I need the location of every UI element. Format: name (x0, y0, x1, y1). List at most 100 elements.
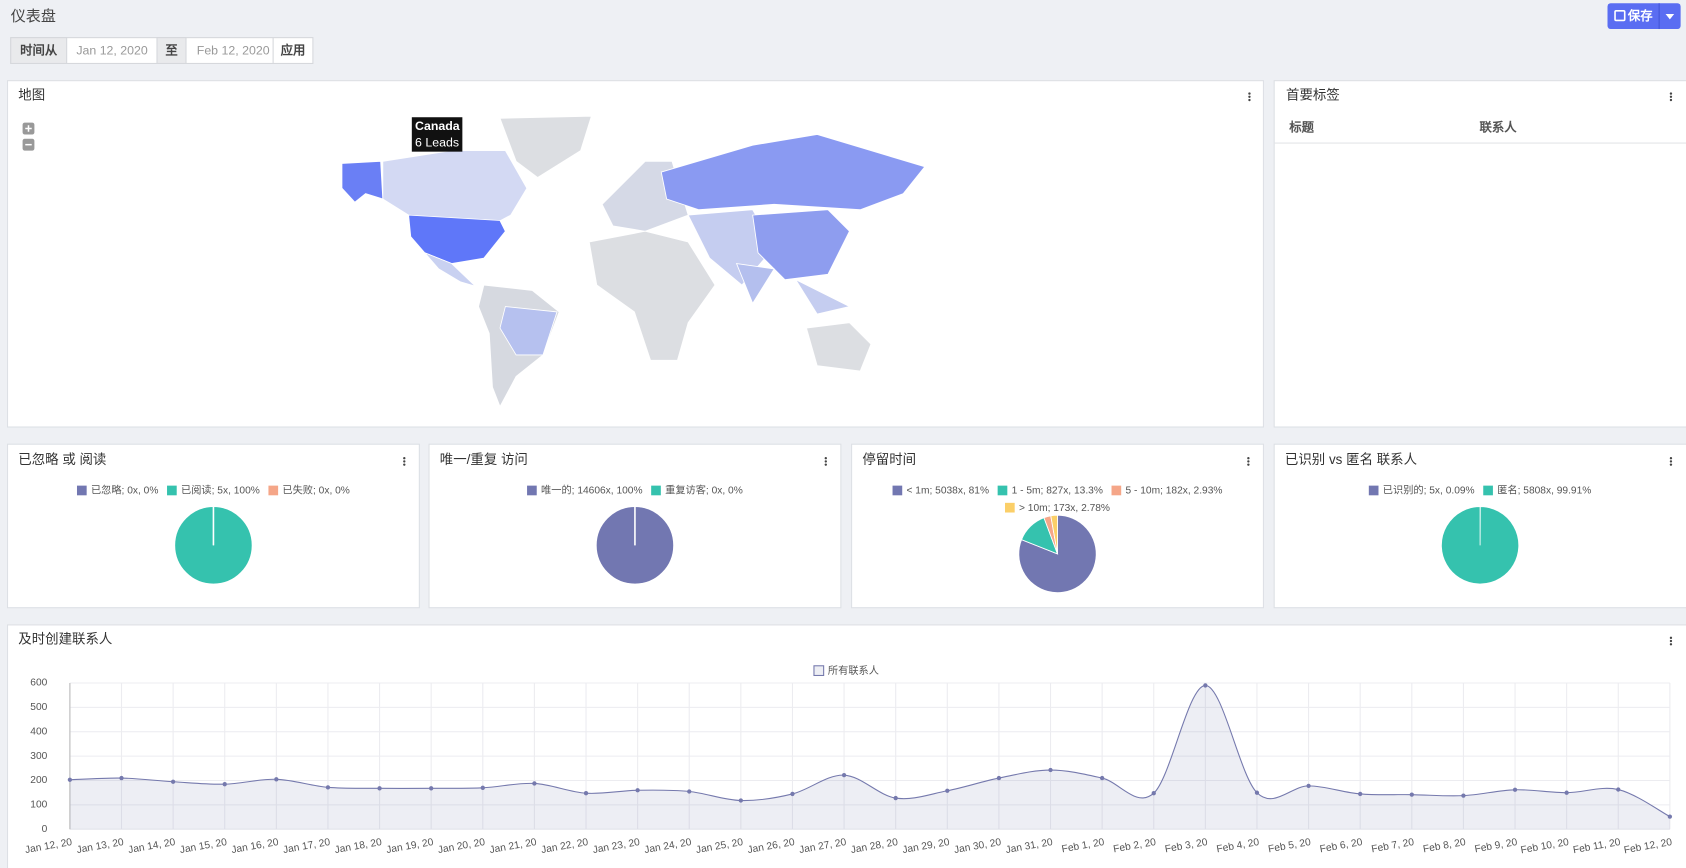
legend-item: 1 - 5m; 827x, 13.3% (997, 485, 1103, 497)
y-tick-label: 0 (42, 824, 48, 835)
save-button-bg (1607, 3, 1681, 30)
region[interactable] (752, 209, 850, 281)
legend-item: < 1m; 5038x, 81% (892, 485, 989, 497)
menu-dot (1669, 460, 1673, 463)
tooltip-country: Canada (415, 119, 460, 133)
data-point (1461, 793, 1466, 798)
data-point (1564, 790, 1569, 795)
region[interactable] (588, 230, 716, 361)
filter-addon (10, 37, 68, 64)
legend-swatch (1005, 502, 1015, 513)
legend-item: 已失败; 0x, 0% (268, 484, 350, 497)
legend-label: 1 - 5m; 827x, 13.3% (1012, 486, 1103, 497)
dropdown-caret (1665, 13, 1675, 20)
menu-dot (1248, 95, 1251, 98)
save-label: 保存 (1627, 8, 1653, 23)
legend-item: 重复访客; 0x, 0% (651, 484, 743, 497)
from-input[interactable]: Jan 12, 2020 (76, 43, 148, 57)
data-point (1512, 787, 1518, 792)
pie-slice (1050, 514, 1058, 555)
page-title: 仪表盘 (11, 7, 56, 25)
region[interactable] (805, 322, 872, 372)
panel-title: 唯一/重复 访问 (440, 451, 528, 467)
to-label: 至 (165, 43, 177, 57)
legend-label: 匿名; 5808x, 99.91% (1497, 484, 1591, 497)
map-zoom (22, 122, 35, 151)
y-tick-label: 500 (30, 702, 47, 713)
panel-title: 地图 (18, 87, 45, 102)
data-point (119, 775, 124, 781)
pie-slice (1440, 506, 1520, 585)
data-point (583, 791, 589, 796)
region[interactable] (499, 306, 558, 356)
legend-item: 唯一的; 14606x, 100% (527, 484, 643, 497)
data-point (1306, 783, 1311, 789)
region[interactable] (499, 115, 592, 178)
region[interactable] (794, 278, 851, 315)
y-tick-label: 600 (30, 678, 47, 689)
menu-dot (1669, 636, 1673, 640)
legend-label: > 10m; 173x, 2.78% (1019, 503, 1110, 514)
legend-label: 已识别的; 5x, 0.09% (1383, 484, 1475, 497)
data-point (1254, 790, 1260, 795)
legend-swatch (167, 485, 177, 496)
column-header: 标题 (1288, 119, 1314, 134)
apply-button[interactable]: 应用 (281, 42, 306, 57)
menu-dot (1669, 92, 1673, 95)
data-point (67, 777, 73, 782)
menu-dot (1247, 460, 1250, 463)
menu-dot (1669, 98, 1673, 102)
data-point (377, 786, 382, 791)
data-point (1203, 683, 1208, 688)
panel-title: 首要标签 (1286, 86, 1340, 102)
data-point (532, 781, 537, 786)
legend-label: 所有联系人 (828, 664, 879, 677)
legend-item: 5 - 10m; 182x, 2.93% (1111, 485, 1222, 497)
menu-dot (1248, 92, 1251, 95)
data-point (170, 779, 176, 784)
date-filter: 时间从 Jan 12, 2020 至 Feb 12, 2020 应用 (10, 37, 314, 64)
to-input[interactable]: Feb 12, 2020 (197, 43, 270, 57)
menu-dot (403, 463, 406, 466)
save-button[interactable]: 保存 (1607, 3, 1681, 30)
from-label: 时间从 (20, 42, 58, 57)
y-tick-label: 300 (30, 751, 47, 762)
panel-title: 及时创建联系人 (18, 632, 112, 647)
data-point (1358, 791, 1363, 797)
menu-dot (1669, 463, 1673, 466)
y-tick-label: 400 (30, 726, 47, 737)
menu-dot (403, 460, 406, 463)
legend-swatch (268, 485, 279, 496)
tooltip-leads: 6 Leads (415, 135, 459, 149)
data-point (1151, 791, 1156, 796)
data-point (635, 788, 640, 793)
legend-swatch (76, 485, 87, 496)
legend-swatch (813, 665, 825, 677)
data-point (480, 785, 485, 790)
panel-title: 已忽略 或 阅读 (18, 452, 106, 467)
region[interactable] (660, 134, 926, 211)
data-point (1409, 792, 1414, 797)
data-point (1099, 775, 1105, 781)
panel-title: 已识别 vs 匿名 联系人 (1285, 452, 1417, 467)
menu-dot (1669, 639, 1673, 643)
legend-item: > 10m; 173x, 2.78% (1005, 502, 1110, 514)
legend-swatch (892, 485, 903, 496)
legend-label: 5 - 10m; 182x, 2.93% (1125, 486, 1222, 497)
data-point (325, 785, 331, 790)
region[interactable] (382, 150, 528, 225)
legend-item: 已忽略; 0x, 0% (76, 484, 158, 497)
region[interactable] (424, 252, 476, 287)
data-point (841, 773, 847, 778)
region[interactable] (735, 262, 775, 305)
tags-panel (1273, 80, 1686, 428)
legend-swatch (527, 485, 537, 496)
legend-swatch (1368, 485, 1379, 496)
region[interactable] (408, 214, 506, 264)
series-area (69, 685, 1670, 830)
menu-dot (824, 463, 827, 466)
region[interactable] (341, 160, 384, 203)
